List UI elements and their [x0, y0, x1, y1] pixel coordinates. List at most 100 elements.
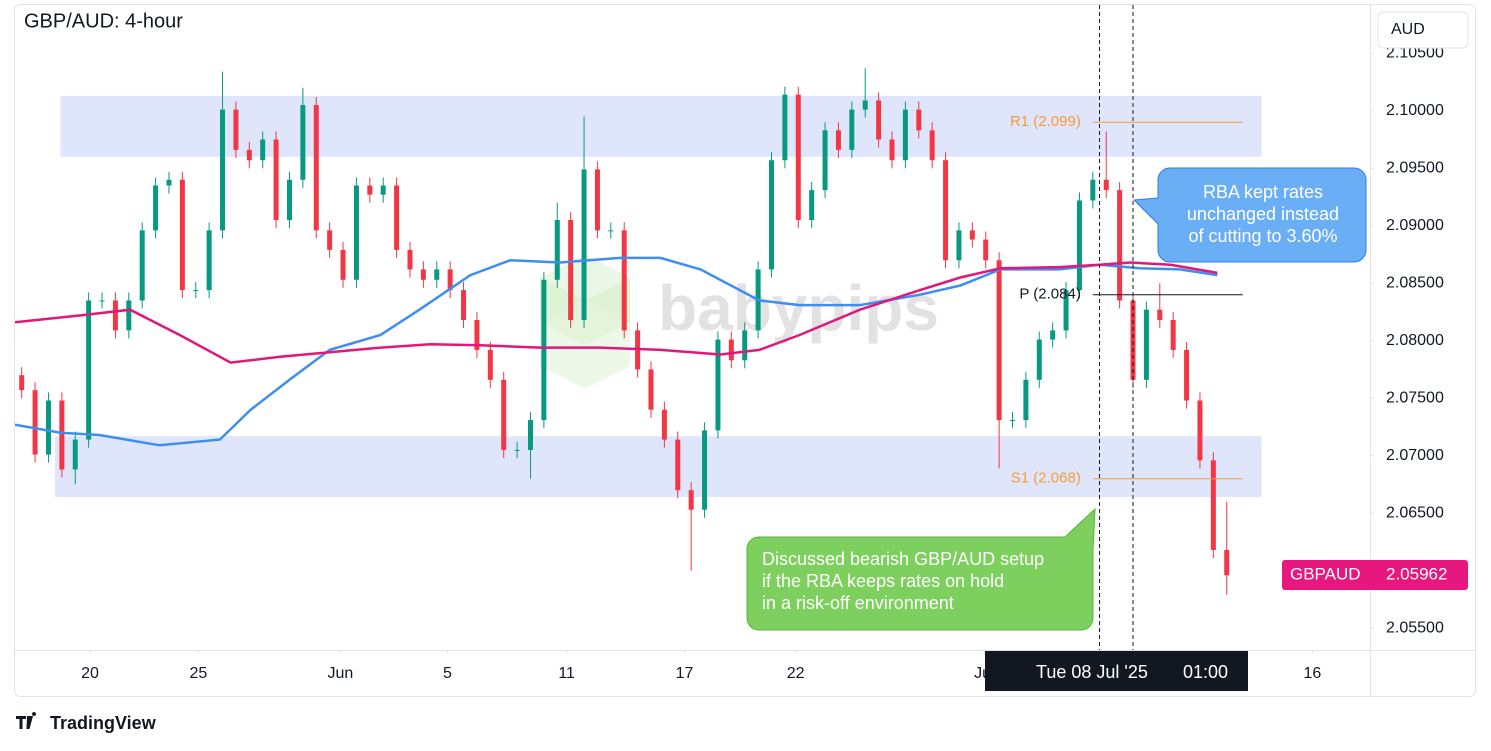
- currency-button[interactable]: [1377, 11, 1469, 49]
- crosshair-time: 01:00: [1183, 662, 1228, 682]
- callout-text: of cutting to 3.60%: [1188, 226, 1337, 246]
- candle-body: [702, 430, 708, 510]
- candle-body: [1050, 330, 1056, 340]
- candle-body: [554, 220, 560, 280]
- candle-body: [447, 269, 453, 291]
- callout-text: if the RBA keeps rates on hold: [762, 571, 1004, 591]
- candle-body: [956, 230, 962, 261]
- candle-body: [45, 400, 51, 455]
- callout-text: RBA kept rates: [1203, 182, 1323, 202]
- candle-body: [795, 94, 801, 220]
- y-tick-label: 2.09500: [1386, 159, 1444, 176]
- candle-body: [742, 330, 748, 361]
- candle-body: [768, 160, 774, 270]
- candle-body: [969, 230, 975, 240]
- currency-label: AUD: [1391, 21, 1425, 38]
- candle-body: [72, 439, 78, 470]
- candle-body: [367, 185, 373, 195]
- candle-body: [1157, 309, 1163, 321]
- candle-body: [32, 390, 38, 455]
- x-tick-label: 20: [81, 665, 99, 682]
- zone: [60, 95, 1262, 157]
- candle-body: [608, 230, 614, 232]
- candle-body: [313, 105, 319, 231]
- candle-body: [541, 279, 547, 421]
- candle-body: [514, 449, 520, 451]
- crosshair-label-box: [985, 651, 1248, 691]
- candle-body: [594, 169, 600, 231]
- candle-body: [675, 439, 681, 491]
- candle-body: [487, 349, 493, 380]
- candle-body: [1010, 420, 1016, 422]
- y-tick-label: 2.10000: [1386, 102, 1444, 119]
- candle-body: [1023, 379, 1029, 421]
- chart-title: GBP/AUD: 4-hour: [24, 10, 183, 32]
- candle-body: [1184, 349, 1190, 401]
- candle-body: [340, 249, 346, 280]
- brand-text: TradingView: [50, 713, 157, 733]
- candle-body: [996, 260, 1002, 421]
- candle-body: [929, 130, 935, 161]
- candle-body: [59, 400, 65, 470]
- candle-body: [380, 185, 386, 195]
- candle-body: [327, 230, 333, 250]
- candle-body: [273, 139, 279, 220]
- watermark-text: babypips: [658, 272, 939, 344]
- candle-body: [220, 109, 226, 231]
- callout-text: Discussed bearish GBP/AUD setup: [762, 549, 1044, 569]
- candle-body: [1130, 300, 1136, 380]
- candle-body: [1103, 179, 1109, 191]
- last-price-tag: [1282, 560, 1468, 591]
- x-tick-label: Jun: [327, 665, 353, 682]
- candle-body: [1090, 179, 1096, 201]
- candle-body: [461, 290, 467, 321]
- candle-body: [568, 220, 574, 321]
- moving-average: [15, 256, 1218, 447]
- candle-body: [193, 290, 199, 292]
- candle-body: [822, 130, 828, 191]
- zone: [55, 436, 1262, 498]
- candle-body: [300, 105, 306, 180]
- candle-body: [688, 490, 694, 510]
- y-tick-label: 2.07000: [1386, 447, 1444, 464]
- candle-body: [246, 149, 252, 161]
- candle-body: [943, 160, 949, 261]
- callout-box: [1132, 167, 1367, 263]
- candle-body: [1170, 320, 1176, 350]
- candle-body: [139, 230, 145, 301]
- callout-text: unchanged instead: [1187, 204, 1339, 224]
- x-tick-label: 25: [190, 665, 208, 682]
- candle-body: [1197, 400, 1203, 461]
- x-tick-label: 22: [787, 665, 805, 682]
- brand-logo: TradingView: [16, 712, 157, 733]
- candle-body: [112, 300, 118, 331]
- candle-body: [286, 179, 292, 220]
- candle-body: [179, 179, 185, 291]
- y-tick-label: 2.06500: [1386, 504, 1444, 521]
- candle-body: [728, 339, 734, 361]
- candle-body: [501, 379, 507, 450]
- candle-body: [206, 230, 212, 291]
- candle-body: [153, 185, 159, 231]
- candle-body: [1224, 549, 1230, 576]
- x-tick-label: 16: [1304, 665, 1322, 682]
- candle-body: [474, 320, 480, 350]
- candle-body: [86, 300, 92, 440]
- callout-box: [746, 507, 1096, 631]
- y-tick-label: 2.07500: [1386, 389, 1444, 406]
- candle-body: [876, 100, 882, 140]
- candle-body: [648, 369, 654, 410]
- candle-body: [260, 139, 266, 161]
- candle-body: [394, 185, 400, 250]
- candle-body: [353, 185, 359, 280]
- pivot-label: S1 (2.068): [1011, 470, 1081, 487]
- candle-body: [19, 375, 25, 391]
- moving-average: [15, 261, 1218, 364]
- candle-body: [889, 139, 895, 161]
- pivot-label: P (2.084): [1019, 286, 1080, 303]
- callout-text: in a risk-off environment: [762, 593, 954, 613]
- crosshair-date: Tue 08 Jul '25: [1036, 662, 1148, 682]
- y-tick-label: 2.05500: [1386, 619, 1444, 636]
- last-price-name: GBPAUD: [1290, 565, 1361, 584]
- candle-body: [233, 109, 239, 150]
